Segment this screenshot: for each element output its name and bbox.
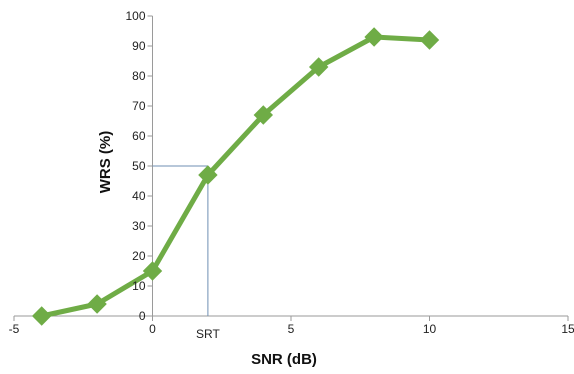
y-tick-label: 10 [132, 279, 146, 293]
y-tick-label: 30 [132, 219, 146, 233]
data-point-marker [253, 105, 274, 125]
data-point-marker [87, 294, 107, 314]
data-point-marker [419, 30, 440, 50]
x-axis-title: SNR (dB) [251, 351, 317, 368]
y-tick-label: 100 [125, 9, 145, 23]
labels-layer: -5 0 5 10 15 0 10 20 30 40 50 60 70 80 90 100 SRT [9, 9, 574, 341]
y-tick-label: 20 [132, 249, 146, 263]
y-tick-label: 80 [132, 69, 146, 83]
data-point-marker [31, 306, 52, 326]
data-point-marker [142, 261, 163, 281]
x-tick-label: 10 [423, 322, 437, 336]
y-axis-title: WRS (%) [97, 131, 114, 194]
data-point-marker [198, 165, 218, 185]
y-tick-label: 40 [132, 189, 146, 203]
data-point-marker [364, 27, 384, 47]
series-layer [31, 27, 440, 326]
x-tick-label: 15 [561, 322, 574, 336]
series-line [39, 34, 432, 319]
y-tick-label: 60 [132, 129, 146, 143]
x-tick-label: -5 [9, 322, 20, 336]
y-tick-label: 0 [139, 309, 146, 323]
srt-label: SRT [196, 327, 220, 341]
x-tick-label: 5 [288, 322, 295, 336]
y-tick-label: 70 [132, 99, 146, 113]
x-tick-label: 0 [149, 322, 156, 336]
y-tick-label: 50 [132, 159, 146, 173]
y-tick-label: 90 [132, 39, 146, 53]
data-point-marker [308, 57, 329, 77]
srt-reference-lines [152, 165, 209, 316]
